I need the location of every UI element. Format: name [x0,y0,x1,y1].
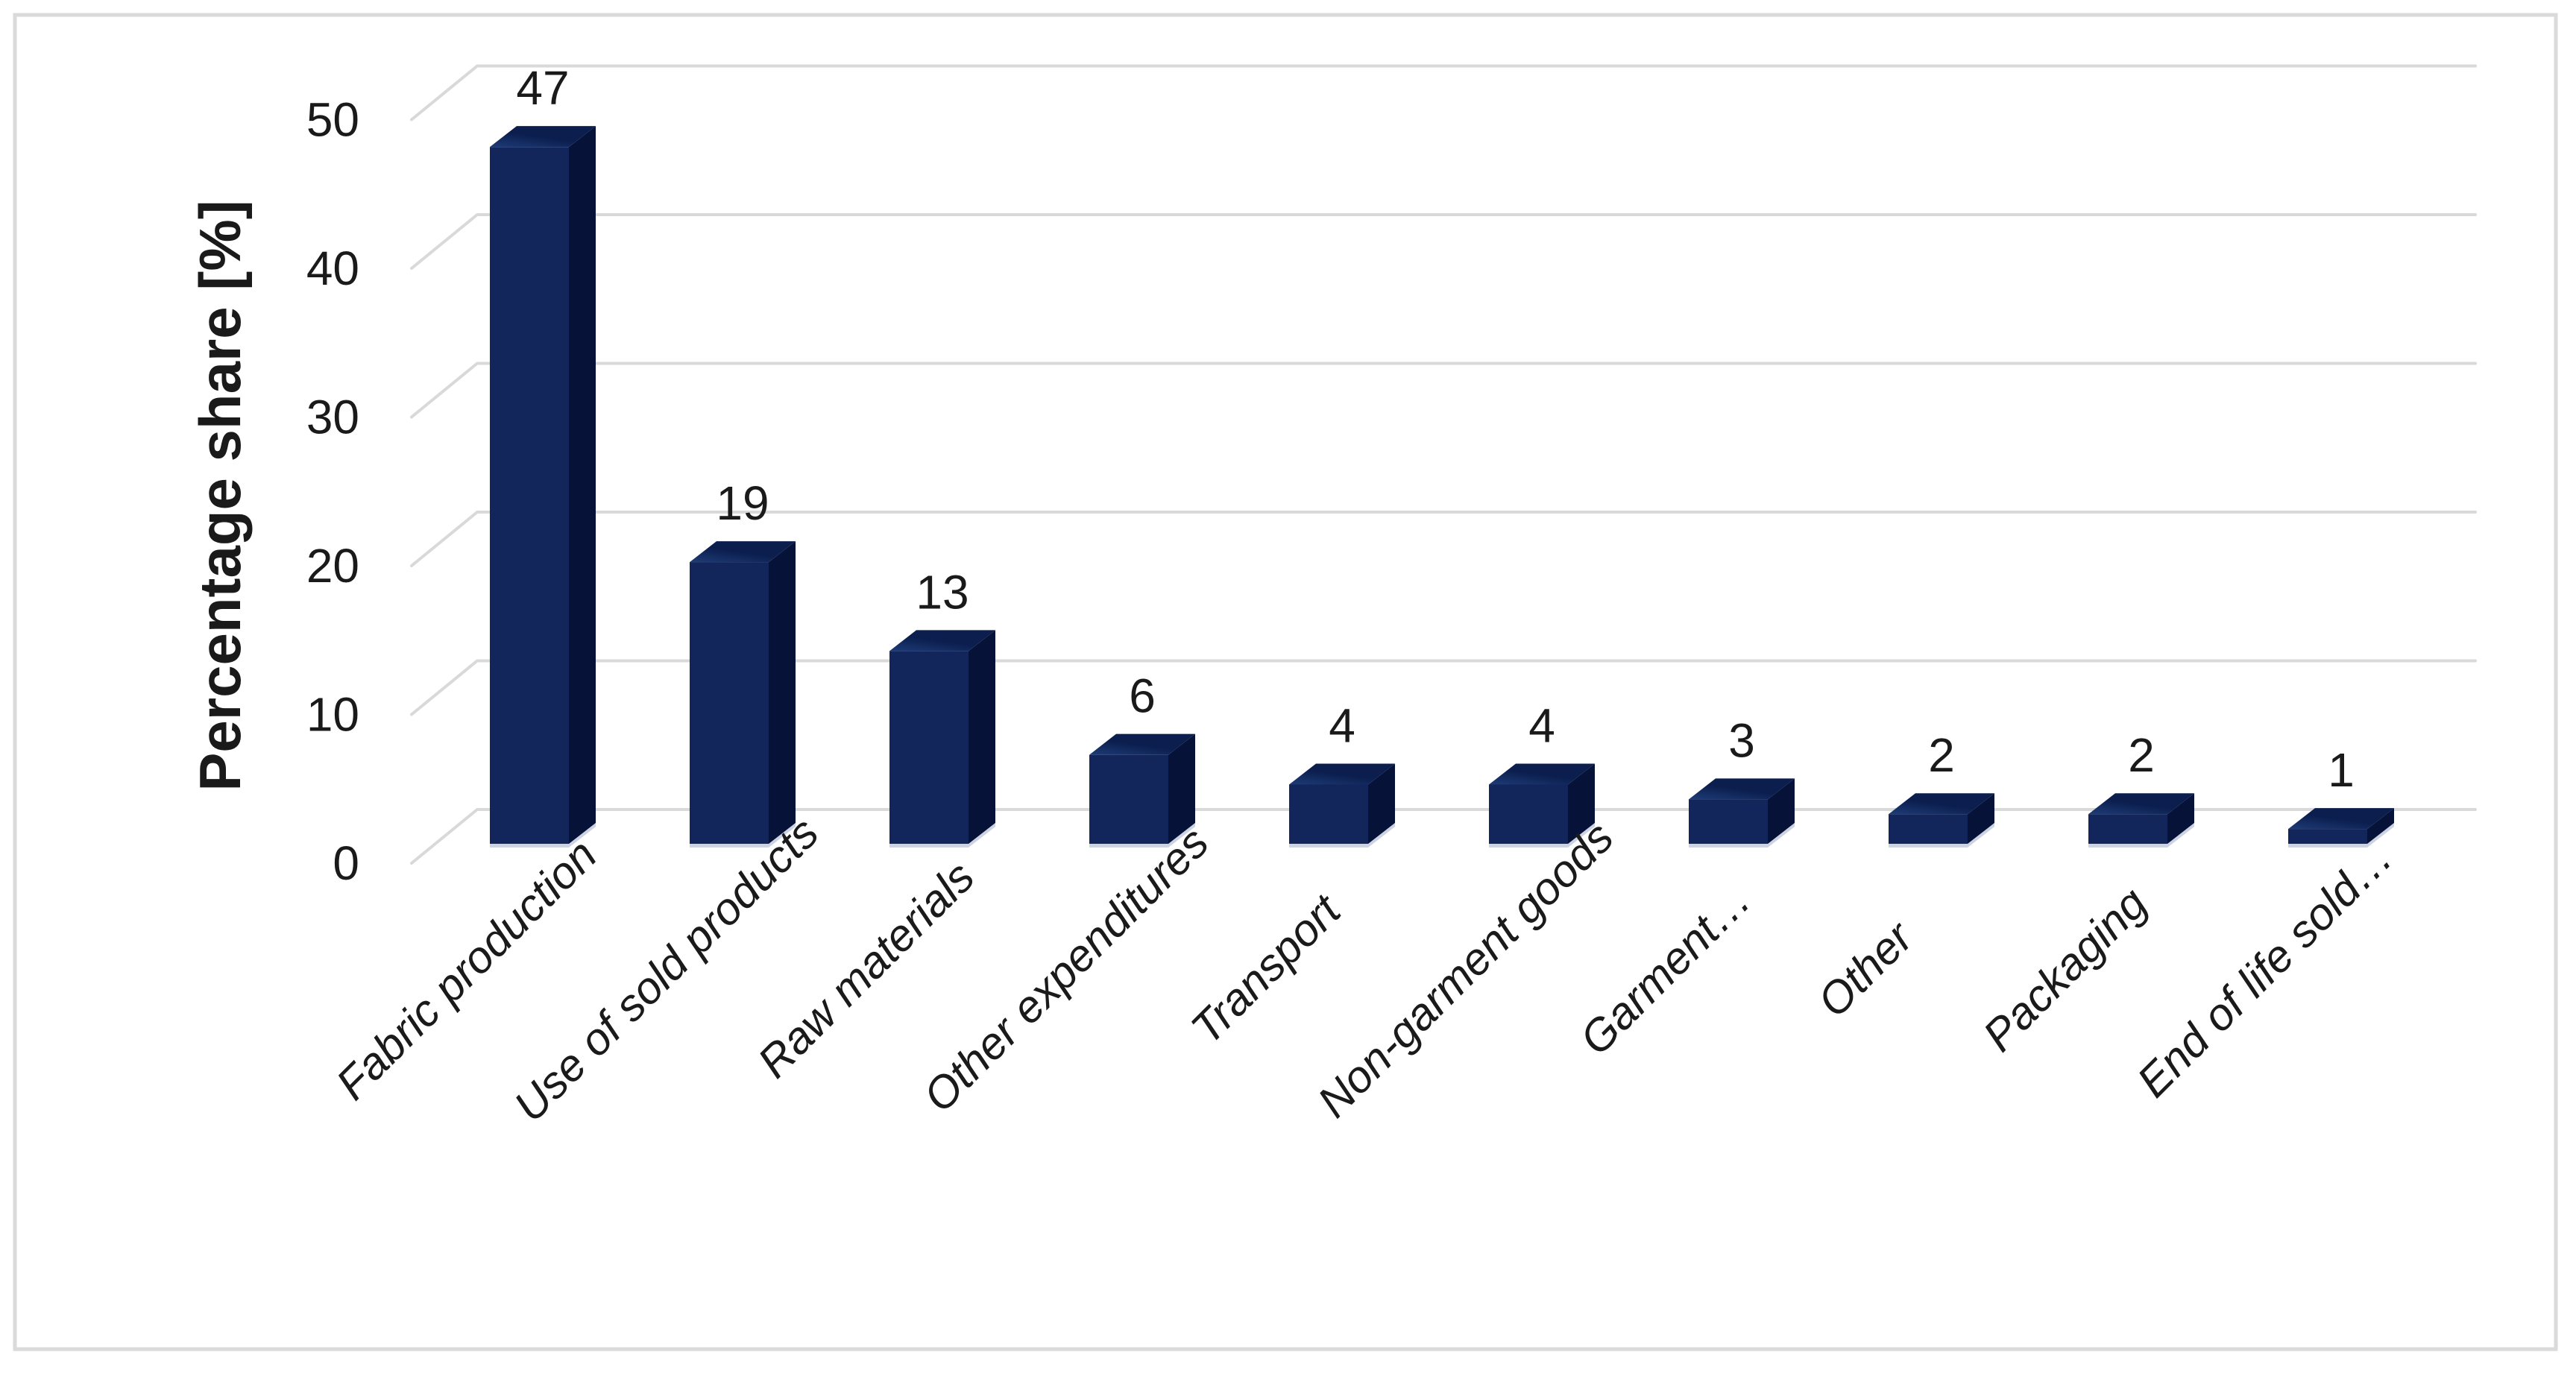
y-tick-label-20: 20 [306,539,359,593]
bar-base-front [1289,844,1368,848]
bar-base-front [2088,844,2167,848]
bar-base-front [490,844,569,848]
bar-base-front [1689,844,1768,848]
bar-base-side [1768,823,1795,848]
bar-top-face [690,541,796,563]
bar-top-face [1489,763,1595,785]
category-label-5: Transport [1182,884,1351,1053]
bar-7 [1689,799,1768,844]
gridline-50 [410,64,2477,121]
y-tick-label-50: 50 [306,93,359,147]
bar-side-face [1368,763,1395,844]
bar-side-face [1168,733,1195,844]
bar-5 [1289,784,1368,844]
bar-side-face [1768,778,1795,844]
y-tick-label-40: 40 [306,242,359,295]
bar-value-label: 2 [1928,728,1955,782]
bar-6 [1489,784,1568,844]
bar-top-face [1689,778,1795,800]
bar-3 [889,651,969,844]
gridline-0 [410,808,2477,865]
bar-base-side [2367,823,2394,848]
bar-top-face [2288,808,2394,830]
bar-top-face [889,630,995,651]
bar-4 [1089,754,1168,844]
bar-base-side [1968,823,1994,848]
bar-2 [690,562,769,844]
category-label-10: End of life sold… [2127,832,2402,1106]
category-label-7: Garment… [1570,874,1760,1064]
bar-value-label: 47 [516,61,569,115]
bar-side-face [2367,808,2394,844]
y-tick-label-30: 30 [306,391,359,444]
bar-base-front [1489,844,1568,848]
bar-value-label: 13 [916,565,969,619]
bar-side-face [569,126,596,845]
bar-value-label: 3 [1728,713,1755,767]
bar-1 [490,147,569,845]
bar-10 [2288,829,2367,844]
bar-side-face [1968,793,1994,844]
bar-value-label: 6 [1129,669,1156,723]
bar-value-label: 4 [1528,698,1555,752]
bar-base-side [969,823,995,848]
gridline-30 [410,362,2477,419]
category-label-9: Packaging [1974,878,2157,1061]
category-label-6: Non-garment goods [1308,812,1622,1126]
gridline-10 [410,659,2477,716]
y-tick-label-0: 0 [333,836,359,890]
bar-top-face [1289,763,1395,785]
bar-top-face [1889,793,1994,815]
bar-base-front [1089,844,1168,848]
bar-top-face [490,126,596,148]
bar-base-side [769,823,796,848]
bar-base-side [2167,823,2194,848]
bar-value-label: 2 [2128,728,2155,782]
bar-base-front [690,844,769,848]
bar-9 [2088,814,2167,844]
bar-value-label: 4 [1329,698,1355,752]
gridline-20 [410,511,2477,567]
y-tick-label-10: 10 [306,688,359,742]
bar-base-front [1889,844,1968,848]
bar-value-label: 19 [716,476,769,530]
bar-base-side [1568,823,1595,848]
bar-value-label: 1 [2328,743,2355,797]
bar-base-side [1168,823,1195,848]
bar-side-face [969,630,995,844]
bar-side-face [1568,763,1595,844]
bar-base-side [569,823,596,848]
bar-base-front [2288,844,2367,848]
bar-8 [1889,814,1968,844]
bar-side-face [769,541,796,844]
y-axis-title: Percentage share [%] [187,200,253,791]
figure-border [13,13,2558,1351]
bar-top-face [2088,793,2194,815]
bar-base-side [1368,823,1395,848]
bar-base-front [889,844,969,848]
gridline-40 [410,213,2477,270]
bar-side-face [2167,793,2194,844]
bar-top-face [1089,733,1195,755]
category-label-8: Other [1808,911,1924,1026]
